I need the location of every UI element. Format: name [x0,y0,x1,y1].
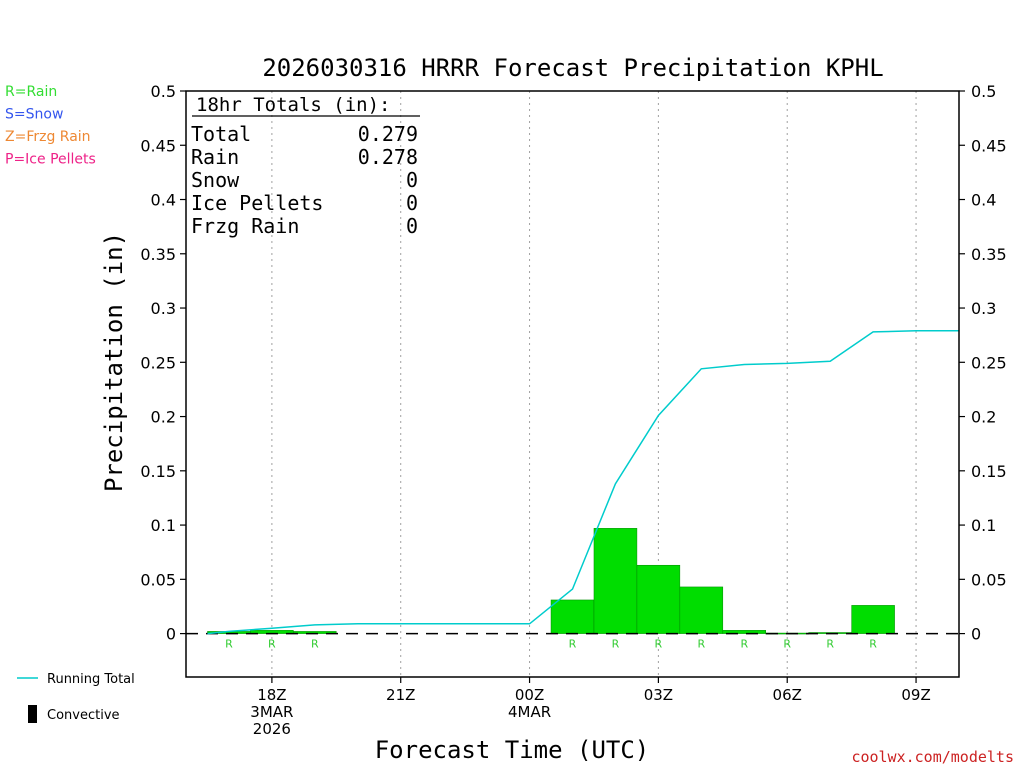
ptype-marker-2: R [311,638,319,651]
running-total-line [207,330,959,635]
legend-convective-swatch [28,705,37,723]
totals-box: 18hr Totals (in): Total 0.279 Rain 0.278 Snow… [191,94,420,238]
y-tick-label-left-9: 0.45 [140,136,176,155]
x-tick-label-4-0: 06Z [773,686,802,704]
x-tick-label-2-0: 00Z [515,686,544,704]
ptype-legend: R=Rain S=Snow Z=Frzg Rain P=Ice Pellets [5,84,96,168]
x-tick-label-0-0: 18Z [257,686,286,704]
y-tick-label-right-2: 0.1 [971,516,996,535]
ptype-marker-4: R [612,638,620,651]
precip-bar-4 [593,528,638,634]
y-tick-label-right-8: 0.4 [971,191,996,210]
y-tick-label-left-3: 0.15 [140,462,176,481]
totals-label-1: Rain [191,145,239,169]
x-tick-label-5-0: 09Z [901,686,930,704]
totals-label-3: Ice Pellets [191,191,323,215]
totals-label-4: Frzg Rain [191,214,299,238]
y-tick-label-right-3: 0.15 [971,462,1007,481]
legend-label-1: Convective [47,708,120,723]
legend-label-0: Running Total [47,672,135,687]
precip-bar-3 [550,599,595,634]
x-tick-label-1-0: 21Z [386,686,415,704]
plot-frame [185,90,960,678]
totals-value-2: 0 [406,168,418,192]
y-tick-label-left-1: 0.05 [140,570,176,589]
x-tick-label-0-2: 2026 [253,720,291,738]
x-tick-label-0-1: 3MAR [250,703,293,721]
y-axis-left: 0 0.05 0.1 0.15 0.2 0.25 0.3 0.35 0.4 0.45 0.5 [140,82,186,644]
y-tick-label-left-10: 0.5 [151,82,176,101]
ptype-marker-3: R [569,638,577,651]
precip-bar-7 [722,630,766,634]
y-tick-label-left-4: 0.2 [151,408,176,427]
totals-value-1: 0.278 [358,145,418,169]
ptype-legend-item-0: R=Rain [5,84,57,100]
ptype-marker-9: R [826,638,834,651]
ptype-legend-item-2: Z=Frzg Rain [5,129,91,145]
totals-value-4: 0 [406,214,418,238]
x-axis-label: Forecast Time (UTC) [375,736,650,764]
totals-value-0: 0.279 [358,122,418,146]
totals-value-3: 0 [406,191,418,215]
y-tick-label-right-5: 0.25 [971,353,1007,372]
ptype-legend-item-3: P=Ice Pellets [5,152,96,168]
series-legend: Running Total Convective [17,672,135,723]
totals-header: 18hr Totals (in): [196,94,390,116]
x-tick-label-3-0: 03Z [644,686,673,704]
y-tick-label-left-8: 0.4 [151,191,176,210]
y-tick-label-left-0: 0 [166,625,176,644]
y-tick-label-right-6: 0.3 [971,299,996,318]
x-tick-label-2-1: 4MAR [508,703,551,721]
y-tick-label-left-5: 0.25 [140,353,176,372]
precip-bars [207,528,895,635]
precip-bar-10 [851,605,895,634]
y-tick-label-right-10: 0.5 [971,82,996,101]
ptype-marker-10: R [869,638,877,651]
y-tick-label-right-0: 0 [971,625,981,644]
chart-title: 2026030316 HRRR Forecast Precipitation K… [262,54,883,82]
ptype-marker-0: R [225,638,233,651]
precip-bar-5 [636,564,681,634]
y-axis-right: 0 0.05 0.1 0.15 0.2 0.25 0.3 0.35 0.4 0.45 0.5 [959,82,1007,644]
y-tick-label-right-9: 0.45 [971,136,1007,155]
y-tick-label-left-6: 0.3 [151,299,176,318]
y-tick-label-right-1: 0.05 [971,570,1007,589]
totals-label-0: Total [191,122,251,146]
y-tick-label-left-7: 0.35 [140,245,176,264]
totals-label-2: Snow [191,168,240,192]
credit-text: coolwx.com/modelts [851,748,1014,766]
y-tick-label-right-7: 0.35 [971,245,1007,264]
ptype-marker-7: R [740,638,748,651]
running-total-series [207,330,959,635]
precip-bar-6 [679,586,724,634]
ptype-legend-item-1: S=Snow [5,107,63,123]
ptype-marker-6: R [698,638,706,651]
y-tick-label-right-4: 0.2 [971,408,996,427]
ptype-marker-8: R [783,638,791,651]
vertical-grid [271,91,917,677]
ptype-marker-1: R [268,638,276,651]
y-tick-label-left-2: 0.1 [151,516,176,535]
y-axis-label: Precipitation (in) [100,232,128,492]
ptype-marker-5: R [655,638,663,651]
